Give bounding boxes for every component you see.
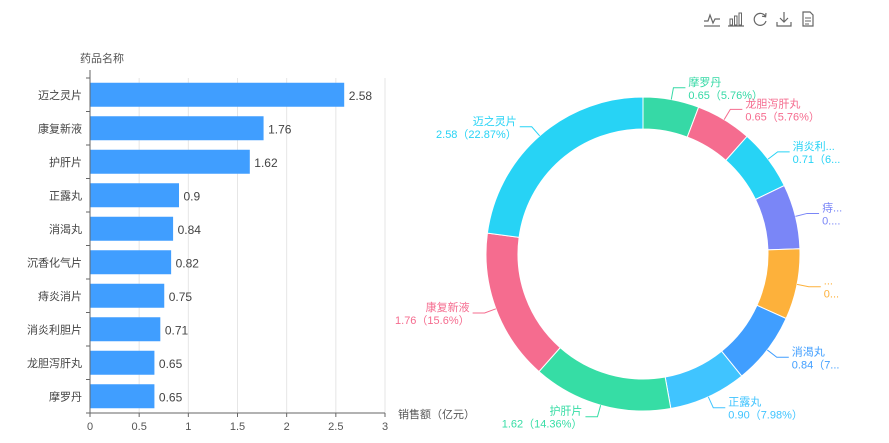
download-icon[interactable] (775, 10, 793, 28)
donut-slice (485, 232, 561, 373)
category-label: 迈之灵片 (38, 88, 82, 102)
bar (90, 350, 155, 375)
category-label: 消渴丸 (49, 222, 82, 236)
x-tick-label: 0.5 (132, 421, 147, 433)
x-tick-label: 1 (185, 421, 191, 433)
label-leader-line (723, 108, 743, 120)
slice-value-label: 0.... (822, 215, 840, 227)
donut-slice (486, 96, 644, 238)
restore-icon[interactable] (751, 10, 769, 28)
bar-value-label: 0.84 (178, 223, 202, 237)
bar-value-label: 0.65 (159, 357, 183, 371)
bar-value-label: 0.65 (159, 390, 183, 404)
y-axis-title: 药品名称 (80, 51, 124, 65)
chart-toolbox (703, 10, 817, 28)
bar-chart-icon[interactable] (727, 10, 745, 28)
slice-value-label: 1.76（15.6%） (395, 314, 470, 327)
x-tick-label: 2 (284, 421, 290, 433)
category-label: 消炎利胆片 (27, 322, 82, 336)
bar-value-label: 1.62 (254, 156, 278, 170)
x-tick-label: 1.5 (230, 421, 245, 433)
slice-label: 迈之灵片 (473, 114, 517, 128)
donut-slice (538, 346, 672, 412)
label-leader-line (670, 87, 686, 100)
slice-label: 痔... (822, 200, 842, 214)
category-label: 痔炎消片 (38, 289, 82, 303)
bar (90, 82, 345, 107)
bar (90, 250, 172, 275)
bar (90, 149, 250, 174)
donut-chart: 摩罗丹0.65（5.76%）龙胆泻肝丸0.65（5.76%）消炎利...0.71… (395, 75, 842, 431)
bar (90, 283, 165, 308)
category-label: 沉香化气片 (27, 255, 82, 269)
slice-value-label: 0.71（6... (793, 153, 841, 166)
label-leader-line (472, 308, 497, 314)
bar-value-label: 0.9 (184, 189, 201, 203)
slice-label: 护肝片 (549, 404, 582, 418)
x-tick-label: 3 (382, 421, 388, 433)
label-leader-line (585, 405, 602, 418)
bar-value-label: 1.76 (268, 122, 292, 136)
category-label: 摩罗丹 (49, 389, 82, 403)
slice-value-label: 2.58（22.87%） (436, 128, 517, 141)
slice-value-label: 0... (824, 289, 839, 301)
x-axis-title: 销售额（亿元） (398, 407, 475, 421)
slice-value-label: 0.65（5.76%） (745, 110, 820, 123)
label-leader-line (519, 126, 541, 137)
slice-label: 消炎利... (793, 139, 835, 153)
label-leader-line (795, 212, 820, 217)
slice-label: 正露丸 (728, 396, 761, 409)
slice-label: 康复新液 (426, 300, 470, 314)
line-chart-icon[interactable] (703, 10, 721, 28)
slice-value-label: 0.65（5.76%） (688, 89, 763, 102)
category-label: 护肝片 (49, 155, 82, 169)
label-leader-line (796, 283, 821, 288)
bar-value-label: 0.82 (176, 256, 200, 270)
x-tick-label: 2.5 (328, 421, 343, 433)
bar-value-label: 0.71 (165, 323, 189, 337)
category-label: 龙胆泻肝丸 (27, 357, 82, 370)
slice-label: ... (824, 276, 833, 288)
slice-value-label: 0.84（7... (792, 358, 840, 371)
slice-label: 消渴丸 (792, 344, 825, 358)
x-tick-label: 0 (87, 421, 93, 433)
bar-value-label: 2.58 (349, 89, 373, 103)
bar (90, 384, 155, 409)
slice-value-label: 1.62（14.36%） (502, 418, 583, 431)
data-view-icon[interactable] (799, 10, 817, 28)
category-label: 康复新液 (38, 121, 82, 135)
label-leader-line (766, 349, 789, 358)
bar (90, 317, 161, 342)
slice-label: 摩罗丹 (688, 75, 721, 89)
bar (90, 116, 264, 141)
category-label: 正露丸 (49, 189, 82, 202)
label-leader-line (767, 151, 790, 160)
bar (90, 216, 174, 241)
slice-value-label: 0.90（7.98%） (728, 409, 803, 422)
bar (90, 183, 179, 208)
bar-value-label: 0.75 (169, 290, 193, 304)
slice-label: 龙胆泻肝丸 (745, 97, 800, 110)
label-leader-line (707, 396, 726, 409)
